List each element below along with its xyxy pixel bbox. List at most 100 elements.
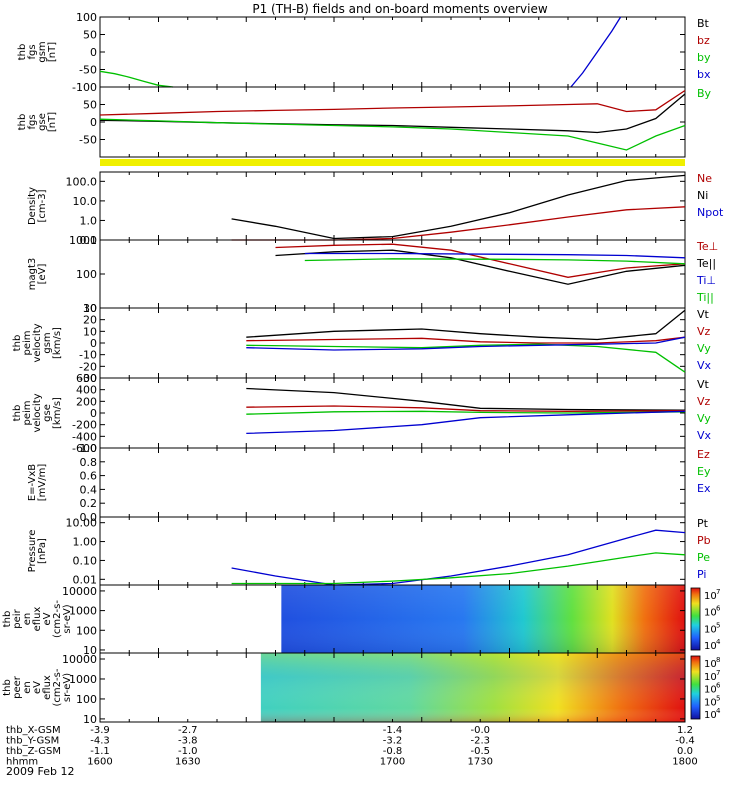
y-tick-label: 50 <box>83 99 97 112</box>
colorbar-tick-exponent: 7 <box>716 588 720 596</box>
series-line-Vy <box>246 343 686 373</box>
y-axis-label-line: [cm-3] <box>37 189 48 222</box>
y-tick-label: 400 <box>76 384 97 397</box>
y-axis-label-line: fgs <box>27 114 38 129</box>
y-axis-label-line: Density <box>27 187 38 225</box>
y-axis-label-line: en <box>22 681 33 694</box>
y-axis-label-line: eV <box>42 612 53 625</box>
series-line-Ni <box>231 174 686 240</box>
y-tick-label: -400 <box>72 430 97 443</box>
series-line-Vy <box>246 410 686 415</box>
ephemeris-row-label: thb_Z-GSM <box>6 746 61 757</box>
series-line-bx <box>570 16 622 88</box>
legend-entry: Pi <box>697 568 706 581</box>
y-axis-label-line: eflux <box>32 607 43 632</box>
colorbar-tick-exponent: 6 <box>716 682 721 690</box>
series-line-Te|| <box>275 249 686 285</box>
colorbar-tick-label: 10 <box>704 672 717 683</box>
panel-frame <box>99 447 686 518</box>
series-line-Vz <box>246 336 686 344</box>
legend-entry: Vt <box>697 378 710 391</box>
panel-efield: 1.00.80.60.40.20.0 E=-VxB [mV/m] Ez Ey Ex <box>27 442 711 524</box>
series-line-bz <box>99 89 686 116</box>
y-tick-label: -50 <box>79 134 97 147</box>
colorbar-tick-exponent: 5 <box>716 694 720 702</box>
y-tick-label: 600 <box>76 372 97 385</box>
y-axis-label-line: (cm2-s- <box>52 668 63 706</box>
ephemeris-value: 1730 <box>468 757 493 768</box>
y-tick-label: -600 <box>72 442 97 455</box>
y-tick-label: 1000 <box>69 605 97 618</box>
legend-entry: Ni <box>697 189 708 202</box>
y-tick-label: 10000 <box>62 653 97 666</box>
colorbar-tick-label: 10 <box>704 685 717 696</box>
y-axis-label-line: thb <box>2 611 13 628</box>
ephemeris-value: 1630 <box>175 757 200 768</box>
y-axis-label-line: [km/s] <box>52 397 63 429</box>
series-line-Vx <box>246 410 686 435</box>
y-tick-label: 100 <box>76 624 97 637</box>
y-tick-label: 10 <box>83 325 97 338</box>
y-tick-label: 100 <box>76 11 97 24</box>
y-tick-label: 0.01 <box>73 573 98 586</box>
ephemeris-value: -2.7 <box>178 725 198 736</box>
colorbar-tick-exponent: 5 <box>716 621 720 629</box>
y-axis-label-line: Pressure <box>27 530 38 573</box>
legend-entry: Vy <box>697 342 711 355</box>
y-tick-label: 10 <box>83 644 97 657</box>
y-tick-label: 0.0 <box>80 511 98 524</box>
y-axis-label-line: (cm2-s- <box>52 600 63 638</box>
ephemeris-value: -1.4 <box>383 725 403 736</box>
y-tick-label: 0.10 <box>73 554 98 567</box>
ephemeris-value: -3.9 <box>90 725 110 736</box>
colorbar <box>690 587 701 651</box>
series-line-Vt <box>246 387 686 411</box>
y-axis-label-line: sr-eV) <box>62 673 73 702</box>
legend-entry: bz <box>697 34 710 47</box>
colorbar-tick-label: 10 <box>704 591 717 602</box>
y-tick-label: 0 <box>90 116 97 129</box>
y-axis-label-line: peir <box>12 608 23 628</box>
y-axis-label-line: velocity <box>32 323 43 362</box>
y-axis-label-line: [nT] <box>47 112 58 132</box>
legend-entry: Pe <box>697 551 710 564</box>
y-axis-label-line: peim <box>22 330 33 355</box>
ephemeris-value: -2.3 <box>470 736 490 747</box>
y-axis-label-line: gse <box>42 404 53 422</box>
y-axis-label-line: gse <box>37 113 48 131</box>
colorbar-tick-label: 10 <box>704 608 717 619</box>
legend-entry: Vx <box>697 359 712 372</box>
panel-fgs-comp: 50 0 -50 thb fgs gse [nT] By <box>17 86 712 158</box>
series-line-Vt <box>246 309 686 341</box>
y-axis-label-line: [nPa] <box>37 538 48 564</box>
colorbar-tick-label: 10 <box>704 710 717 721</box>
colorbar-tick-label: 10 <box>704 641 717 652</box>
panel-temperature: 1000 100 10 magt3 [eV] Te⊥ Te|| Ti⊥ Ti|| <box>27 234 718 315</box>
ephemeris-value: 1800 <box>672 757 697 768</box>
y-axis-label-line: [nT] <box>47 42 58 62</box>
y-axis-label-line: gsm <box>42 332 53 353</box>
y-axis-label-line: en <box>22 613 33 626</box>
y-tick-label: 0.8 <box>80 456 98 469</box>
ephemeris-value: -0.8 <box>383 746 403 757</box>
status-bar <box>100 159 685 166</box>
y-tick-label: -50 <box>79 64 97 77</box>
panel-fgs-all: 100 50 0 -50 -100 thb fgs gsm [nT] Bt bz by bx <box>17 11 711 94</box>
y-tick-label: 10.0 <box>73 195 98 208</box>
y-axis-label-line: [mV/m] <box>37 464 48 502</box>
y-axis-label-line: fgs <box>27 44 38 59</box>
y-tick-label: 0 <box>90 46 97 59</box>
y-tick-label: -20 <box>79 360 97 373</box>
y-tick-label: 0 <box>90 337 97 350</box>
y-axis-label-line: magt3 <box>27 258 38 291</box>
y-tick-label: 1.00 <box>73 536 98 549</box>
y-tick-label: 0.6 <box>80 470 98 483</box>
ephemeris-value: -3.8 <box>178 736 198 747</box>
series-line-Vz <box>246 405 686 412</box>
y-axis-label-line: thb <box>12 405 23 422</box>
y-tick-label: 200 <box>76 395 97 408</box>
y-tick-label: 10.00 <box>66 517 98 530</box>
